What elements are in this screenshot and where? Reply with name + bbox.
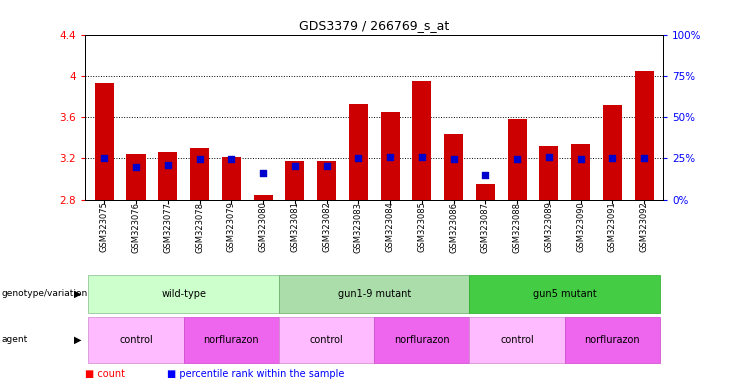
Bar [253, 195, 273, 200]
Text: GSM323075: GSM323075 [100, 202, 109, 252]
Text: control: control [119, 335, 153, 345]
Text: GSM323090: GSM323090 [576, 202, 585, 252]
Bar [190, 148, 209, 200]
Text: GSM323091: GSM323091 [608, 202, 617, 252]
Text: control: control [310, 335, 343, 345]
Point [289, 162, 301, 169]
Text: GSM323085: GSM323085 [417, 202, 426, 252]
Bar [381, 112, 399, 200]
Point [257, 170, 269, 176]
Point [448, 156, 459, 162]
Bar [508, 119, 527, 200]
Bar [412, 81, 431, 200]
Text: GSM323078: GSM323078 [195, 202, 204, 253]
Text: control: control [500, 335, 534, 345]
Bar [603, 105, 622, 200]
Point [321, 162, 333, 169]
Point [511, 156, 523, 162]
Text: ▶: ▶ [74, 289, 82, 299]
Text: GSM323083: GSM323083 [353, 202, 363, 253]
Point [606, 156, 618, 162]
Point [130, 164, 142, 170]
Bar [317, 162, 336, 200]
Text: GSM323089: GSM323089 [545, 202, 554, 252]
Point [543, 154, 555, 161]
Text: ■ count: ■ count [85, 369, 125, 379]
Bar [127, 154, 145, 200]
Bar [634, 71, 654, 200]
Text: GSM323076: GSM323076 [131, 202, 141, 253]
Bar [285, 162, 305, 200]
Text: GSM323081: GSM323081 [290, 202, 299, 252]
Point [353, 156, 365, 162]
Bar [571, 144, 590, 200]
Bar [349, 104, 368, 200]
Text: GSM323092: GSM323092 [639, 202, 648, 252]
Point [416, 154, 428, 161]
Text: norflurazon: norflurazon [204, 335, 259, 345]
Text: gun5 mutant: gun5 mutant [533, 289, 597, 299]
Text: genotype/variation: genotype/variation [1, 289, 87, 298]
Point [162, 162, 173, 168]
Point [638, 156, 650, 162]
Text: GSM323080: GSM323080 [259, 202, 268, 252]
Text: GSM323077: GSM323077 [163, 202, 173, 253]
Point [384, 154, 396, 161]
Text: ▶: ▶ [74, 335, 82, 345]
Text: norflurazon: norflurazon [585, 335, 640, 345]
Text: GSM323084: GSM323084 [385, 202, 395, 252]
Bar [95, 83, 114, 200]
Bar [444, 134, 463, 200]
Bar [159, 152, 177, 200]
Bar [476, 184, 495, 200]
Text: norflurazon: norflurazon [394, 335, 450, 345]
Point [479, 172, 491, 178]
Point [225, 156, 237, 162]
Text: gun1-9 mutant: gun1-9 mutant [338, 289, 411, 299]
Text: GSM323079: GSM323079 [227, 202, 236, 252]
Text: GSM323087: GSM323087 [481, 202, 490, 253]
Point [99, 156, 110, 162]
Text: GSM323082: GSM323082 [322, 202, 331, 252]
Text: agent: agent [1, 335, 27, 344]
Text: GSM323086: GSM323086 [449, 202, 458, 253]
Point [575, 156, 587, 162]
Bar [222, 157, 241, 200]
Text: wild-type: wild-type [161, 289, 206, 299]
Text: GSM323088: GSM323088 [513, 202, 522, 253]
Bar [539, 146, 559, 200]
Point [193, 156, 205, 162]
Text: ■ percentile rank within the sample: ■ percentile rank within the sample [167, 369, 344, 379]
Title: GDS3379 / 266769_s_at: GDS3379 / 266769_s_at [299, 19, 449, 32]
